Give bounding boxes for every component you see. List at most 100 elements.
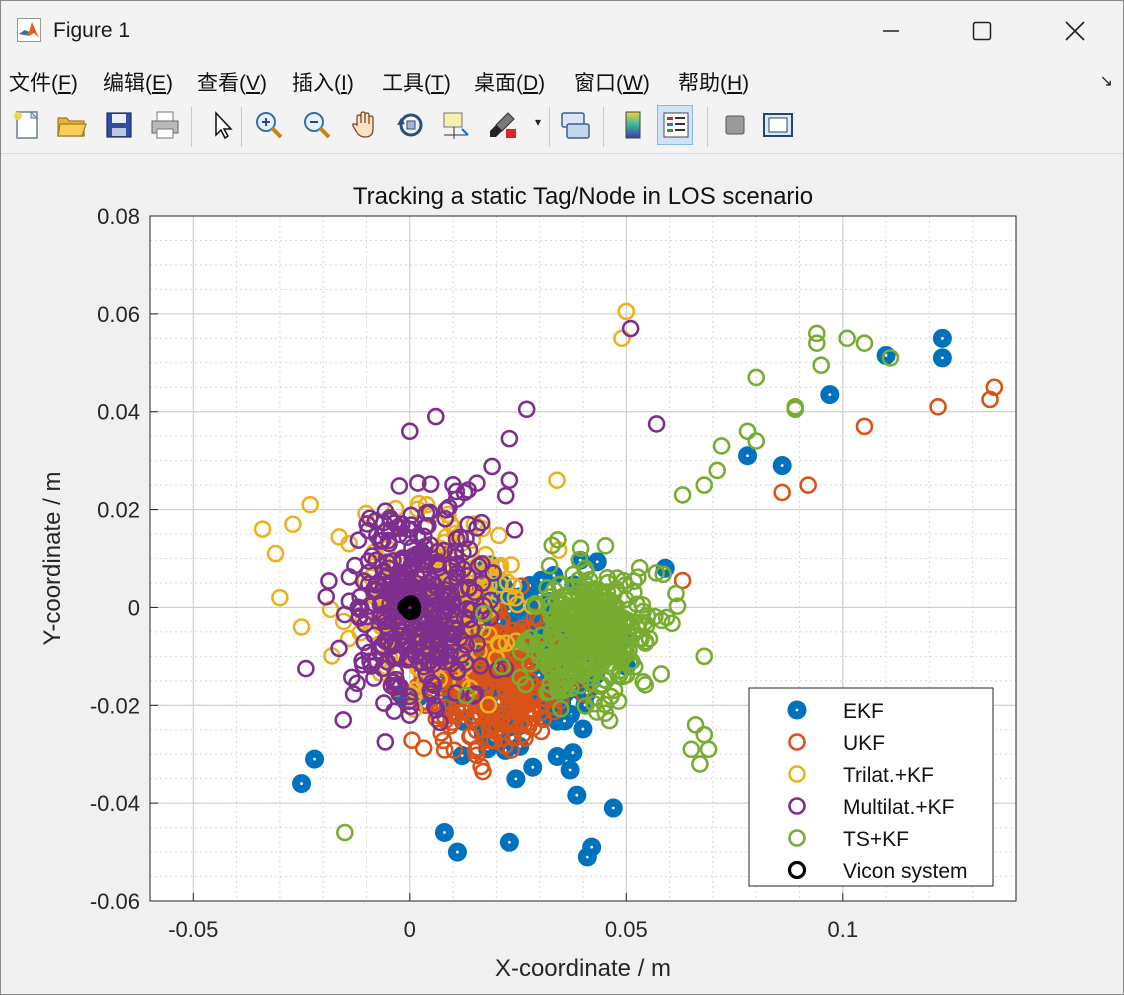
point-multilat-kf <box>427 701 446 719</box>
link-plot-button[interactable] <box>557 105 593 145</box>
menu-item-i[interactable]: 插入(I) <box>292 72 354 95</box>
edit-plot-arrow-button[interactable] <box>203 105 239 145</box>
point-ukf <box>531 698 549 716</box>
point-ukf <box>472 757 490 776</box>
point-multilat-kf <box>340 592 359 611</box>
point-ukf <box>799 476 817 494</box>
point-multilat-kf <box>421 536 440 554</box>
brush-button[interactable] <box>485 105 521 145</box>
x-tick-label: 0.05 <box>605 917 648 942</box>
rotate-3d-button[interactable] <box>393 105 429 145</box>
point-trilat-kf <box>506 589 525 607</box>
point-multilat-kf <box>330 639 348 658</box>
point-ekf-center <box>780 464 784 467</box>
point-ekf-center <box>537 673 541 677</box>
point-ts-kf <box>570 551 589 569</box>
point-multilat-kf <box>363 547 381 565</box>
point-trilat-kf <box>502 556 520 574</box>
point-multilat-kf <box>376 612 395 631</box>
menu-item-h[interactable]: 帮助(H) <box>678 72 750 95</box>
point-multilat-kf <box>647 415 666 433</box>
hide-plot-tools-icon <box>725 115 745 135</box>
point-multilat-kf <box>320 572 338 590</box>
point-ts-kf <box>606 633 625 651</box>
y-tick-label: 0.06 <box>97 302 140 327</box>
point-ekf-center <box>828 393 832 396</box>
point-trilat-kf <box>334 612 353 631</box>
point-ekf-center <box>507 840 511 844</box>
point-ukf <box>513 712 531 731</box>
zoom-in-button[interactable] <box>251 105 287 145</box>
point-ts-kf <box>540 556 559 575</box>
point-multilat-kf <box>421 586 439 605</box>
save-button[interactable] <box>101 105 137 145</box>
menu-item-d[interactable]: 桌面(D) <box>474 72 546 95</box>
zoom-out-icon <box>304 112 331 139</box>
point-multilat-kf <box>443 557 461 576</box>
point-ekf-center <box>300 782 303 785</box>
point-ts-kf <box>336 823 354 842</box>
point-multilat-kf <box>344 685 363 703</box>
title-bar[interactable]: Figure 1 <box>1 1 1123 61</box>
point-ts-kf <box>519 635 538 654</box>
zoom-out-button[interactable] <box>299 105 335 145</box>
y-tick-label: 0.04 <box>97 400 140 425</box>
point-multilat-kf <box>421 475 440 493</box>
point-multilat-kf <box>358 607 376 626</box>
new-figure-button[interactable] <box>9 105 45 145</box>
point-ts-kf <box>564 619 582 637</box>
point-ukf <box>496 701 514 720</box>
colorbar-icon <box>625 111 641 139</box>
point-ukf <box>981 390 999 409</box>
brush-dropdown-arrow-icon[interactable]: ▾ <box>535 115 542 129</box>
toolbar-separator <box>603 107 604 147</box>
point-ukf <box>445 741 464 760</box>
point-multilat-kf <box>394 580 413 598</box>
point-multilat-kf <box>419 621 438 640</box>
point-ts-kf <box>578 599 597 617</box>
open-file-button[interactable] <box>53 105 89 145</box>
colorbar-button[interactable] <box>615 105 651 145</box>
point-multilat-kf <box>621 319 640 338</box>
figure-canvas[interactable]: -0.05 0 0.05 0.1 0.08 0.06 0.04 0.02 0 -0.02 -0.04… <box>5 154 1119 990</box>
point-ts-kf <box>647 564 666 582</box>
point-ts-kf <box>691 755 709 773</box>
close-button[interactable] <box>1035 1 1115 61</box>
print-button[interactable] <box>147 105 183 145</box>
open-file-icon <box>57 117 87 137</box>
point-multilat-kf <box>385 702 403 720</box>
point-multilat-kf <box>436 509 455 528</box>
point-multilat-kf <box>468 519 486 537</box>
point-ts-kf <box>535 653 554 671</box>
point-ekf-center <box>508 609 511 613</box>
menu-item-t[interactable]: 工具(T) <box>382 72 451 95</box>
maximize-button[interactable] <box>942 1 1022 61</box>
point-multilat-kf <box>360 643 378 662</box>
point-trilat-kf <box>266 544 285 563</box>
link-plot-icon <box>561 112 590 139</box>
point-ts-kf <box>667 584 685 603</box>
menu-overflow-arrow-icon[interactable]: ↘ <box>1099 73 1113 90</box>
point-ts-kf <box>855 334 874 353</box>
show-plot-tools-button[interactable] <box>759 105 795 145</box>
menu-item-e[interactable]: 编辑(E) <box>103 72 174 95</box>
point-multilat-kf <box>390 525 409 544</box>
point-ts-kf <box>609 607 628 625</box>
menu-item-w[interactable]: 窗口(W) <box>574 72 650 95</box>
point-multilat-kf <box>500 471 519 490</box>
legend-button[interactable] <box>657 105 693 145</box>
legend-label-trilat-kf: Trilat.+KF <box>843 764 934 787</box>
point-multilat-kf <box>460 578 479 597</box>
point-trilat-kf <box>548 471 566 490</box>
point-trilat-kf <box>617 302 636 321</box>
menu-item-f[interactable]: 文件(F) <box>9 72 78 95</box>
point-trilat-kf <box>284 515 302 534</box>
plot-svg[interactable]: -0.05 0 0.05 0.1 0.08 0.06 0.04 0.02 0 -0.02 -0.04… <box>5 154 1119 990</box>
x-axis-label: X-coordinate / m <box>495 955 671 982</box>
pan-hand-button[interactable] <box>347 105 383 145</box>
menu-item-v[interactable]: 查看(V) <box>197 72 268 95</box>
minimize-button[interactable] <box>851 1 931 61</box>
hide-plot-tools-button[interactable] <box>717 105 753 145</box>
point-multilat-kf <box>442 574 461 593</box>
data-cursor-button[interactable] <box>437 105 473 145</box>
